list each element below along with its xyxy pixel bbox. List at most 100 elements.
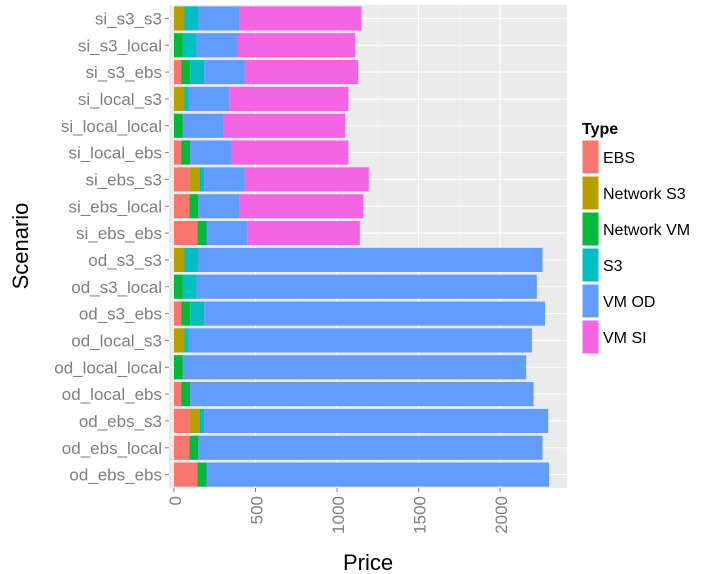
bar-segment [173,274,183,299]
x-tick-label: 0 [166,496,185,505]
bar-segment [190,382,534,407]
bar-segment [182,33,197,58]
bar-segment [184,247,199,272]
bar-segment [196,33,238,58]
bar-segment [204,408,549,433]
bar-segment [189,435,199,460]
bar-segment [198,194,240,219]
y-tick-label: si_ebs_local [68,197,162,216]
bar-segment [173,167,190,192]
legend-label: Network S3 [603,186,686,203]
legend: Type EBS Network S3 Network VM S3 VM OD VM SI [581,121,690,355]
bar-segment [182,274,197,299]
bar-segment [198,435,543,460]
legend-label: VM SI [603,330,647,347]
bar-segment [173,6,185,31]
y-tick-label: od_ebs_s3 [79,412,162,431]
legend-label: VM OD [603,294,655,311]
bar-segment [199,167,205,192]
bar-segment [173,247,185,272]
bar-segment [189,194,199,219]
legend-label: S3 [603,258,623,275]
legend-key [581,139,600,175]
bar-segment [190,301,205,326]
bar-segment [184,86,189,111]
bar-segment [206,221,248,246]
bar-segment [184,6,199,31]
bars [173,6,550,487]
bar-segment [181,60,191,85]
y-tick-label: si_local_local [61,117,162,136]
bar-segment [244,60,359,85]
bar-segment [173,355,183,380]
y-tick-label: od_ebs_ebs [69,466,162,485]
bar-segment [182,113,224,138]
legend-title: Type [582,121,618,138]
legend-label: Network VM [603,222,690,239]
y-tick-label: si_local_ebs [68,144,162,163]
y-axis-title: Scenario [8,203,33,290]
y-tick-label: si_s3_ebs [85,63,162,82]
x-axis-title: Price [343,550,393,574]
bar-segment [181,301,191,326]
bar-segment [188,86,230,111]
y-tick-label: od_local_s3 [71,331,162,350]
bar-segment [199,408,205,433]
legend-key [581,211,600,247]
bar-segment [197,221,207,246]
bar-segment [244,167,369,192]
bar-segment [239,194,364,219]
legend-key [581,247,600,283]
bar-segment [173,328,185,353]
bar-segment [204,60,245,85]
x-axis: 0 500 1000 1500 2000 [166,488,511,534]
bar-segment [173,382,182,407]
bar-segment [239,6,362,31]
x-tick-label: 2000 [492,496,511,534]
bar-segment [184,328,189,353]
bar-segment [198,6,240,31]
y-tick-label: si_ebs_ebs [76,224,162,243]
y-tick-label: od_local_ebs [62,385,162,404]
bar-segment [204,167,245,192]
y-tick-label: od_s3_ebs [79,305,162,324]
bar-segment [181,140,191,165]
x-tick-label: 500 [247,496,266,524]
y-tick-label: od_s3_local [71,278,162,297]
y-tick-label: od_s3_s3 [88,251,162,270]
legend-label: EBS [603,150,635,167]
legend-key [581,283,600,319]
bar-segment [189,408,200,433]
minor-gridlines [214,5,460,488]
bar-segment [206,462,550,487]
y-axis: si_s3_s3 si_s3_local si_s3_ebs si_local_s3s… [54,9,169,485]
bar-segment [173,301,182,326]
bar-segment [223,113,346,138]
bar-segment [173,435,190,460]
bar-segment [173,33,183,58]
bar-segment [189,167,200,192]
bar-segment [247,221,360,246]
bar-segment [173,408,190,433]
bar-segment [173,462,198,487]
bar-segment [181,382,191,407]
y-tick-label: si_local_s3 [78,90,162,109]
legend-key [581,319,600,355]
bar-segment [196,274,537,299]
y-tick-label: si_s3_local [78,36,162,55]
bar-segment [173,194,190,219]
bar-segment [173,113,183,138]
bar-segment [188,328,532,353]
bar-segment [197,462,207,487]
y-tick-label: od_ebs_local [62,439,162,458]
y-tick-label: od_local_local [54,358,162,377]
x-tick-label: 1500 [411,496,430,534]
bar-segment [230,140,349,165]
bar-segment [173,221,198,246]
bar-segment [229,86,349,111]
bar-segment [190,60,205,85]
legend-key [581,175,600,211]
y-tick-label: si_ebs_s3 [85,170,162,189]
bar-segment [173,86,185,111]
